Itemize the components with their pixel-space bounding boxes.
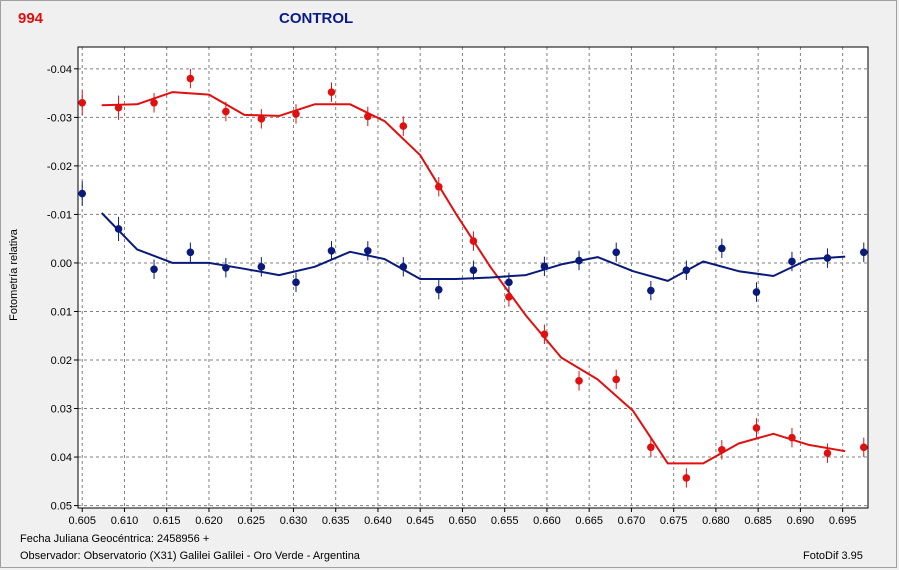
red-data-point	[575, 377, 583, 385]
blue-data-point	[859, 248, 868, 257]
blue-data-point	[505, 278, 513, 287]
red-data-point	[718, 445, 726, 454]
x-tick-label: 0.670	[618, 515, 646, 527]
y-tick-label: 0.02	[51, 355, 72, 367]
red-data-point	[186, 74, 195, 83]
red-data-point	[859, 443, 868, 452]
x-tick-label: 0.620	[195, 515, 223, 527]
blue-data-point	[257, 263, 266, 271]
red-data-point	[150, 99, 158, 107]
blue-data-point	[718, 244, 726, 253]
blue-data-point	[78, 189, 87, 198]
red-data-point	[114, 103, 123, 112]
x-tick-label: 0.625	[237, 515, 265, 527]
software-version-label: FotoDif 3.95	[803, 550, 863, 562]
y-tick-label: -0.01	[47, 209, 72, 221]
blue-data-point	[469, 266, 478, 275]
blue-data-point	[364, 247, 372, 255]
x-tick-label: 0.660	[533, 515, 561, 527]
blue-data-point	[575, 256, 583, 265]
red-data-point	[222, 107, 230, 116]
blue-data-point	[434, 285, 443, 294]
blue-data-point	[682, 266, 691, 275]
red-data-point	[788, 433, 796, 442]
object-id-label: 994	[18, 10, 44, 27]
red-data-point	[647, 443, 655, 452]
x-tick-label: 0.640	[364, 515, 392, 527]
x-tick-label: 0.655	[491, 515, 519, 527]
y-tick-label: 0.04	[51, 452, 72, 464]
blue-data-point	[788, 257, 796, 266]
red-data-point	[540, 330, 549, 339]
y-tick-label: -0.04	[47, 64, 72, 76]
x-tick-label: 0.675	[660, 515, 688, 527]
y-tick-label: -0.03	[47, 112, 72, 124]
blue-data-point	[222, 263, 230, 272]
x-tick-label: 0.680	[702, 515, 730, 527]
blue-data-point	[186, 248, 195, 257]
y-tick-label: 0.00	[51, 258, 72, 270]
red-data-point	[682, 474, 691, 482]
x-tick-label: 0.635	[322, 515, 350, 527]
y-tick-label: -0.02	[47, 161, 72, 173]
observer-label: Observador: Observatorio (X31) Galilei G…	[20, 550, 360, 562]
blue-data-point	[327, 247, 336, 255]
blue-data-point	[540, 262, 549, 271]
y-tick-label: 0.03	[51, 404, 72, 416]
x-tick-label: 0.695	[829, 515, 857, 527]
red-data-point	[823, 449, 832, 457]
plot-border	[77, 46, 869, 509]
blue-data-point	[647, 286, 655, 295]
red-data-point	[434, 182, 443, 191]
red-data-point	[78, 99, 87, 107]
blue-data-point	[114, 225, 123, 233]
x-tick-label: 0.605	[68, 515, 96, 527]
x-tick-label: 0.610	[111, 515, 139, 527]
blue-data-point	[399, 263, 408, 271]
x-tick-label: 0.665	[575, 515, 603, 527]
blue-data-point	[292, 278, 300, 287]
x-tick-label: 0.615	[153, 515, 181, 527]
red-data-point	[364, 112, 372, 121]
x-tick-label: 0.650	[449, 515, 477, 527]
julian-date-label: Fecha Juliana Geocéntrica: 2458956 +	[20, 533, 210, 545]
red-data-point	[469, 237, 478, 245]
red-data-point	[612, 375, 621, 384]
red-data-point	[327, 88, 336, 96]
x-tick-label: 0.645	[406, 515, 434, 527]
blue-data-point	[752, 288, 761, 296]
red-data-point	[399, 122, 408, 130]
red-data-point	[257, 115, 266, 123]
blue-data-point	[823, 254, 832, 262]
blue-data-point	[612, 248, 621, 257]
x-tick-label: 0.685	[744, 515, 772, 527]
red-data-point	[505, 293, 513, 301]
red-data-point	[292, 110, 300, 118]
y-tick-label: 0.05	[51, 501, 72, 513]
y-tick-label: 0.01	[51, 306, 72, 318]
x-tick-label: 0.630	[280, 515, 308, 527]
x-tick-label: 0.690	[787, 515, 815, 527]
blue-data-point	[150, 265, 158, 274]
red-data-point	[752, 424, 761, 432]
chart-title: CONTROL	[279, 10, 354, 27]
